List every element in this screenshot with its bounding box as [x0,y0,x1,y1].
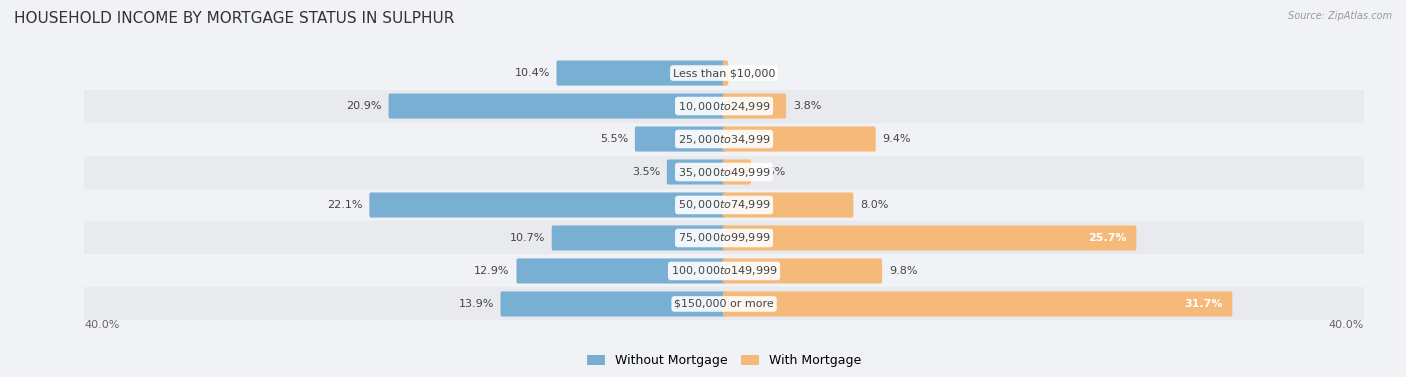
Text: $35,000 to $49,999: $35,000 to $49,999 [678,166,770,178]
Text: $10,000 to $24,999: $10,000 to $24,999 [678,100,770,112]
Text: 10.7%: 10.7% [509,233,546,243]
Text: 3.8%: 3.8% [793,101,821,111]
Text: 1.6%: 1.6% [758,167,786,177]
FancyBboxPatch shape [52,90,1396,123]
FancyBboxPatch shape [52,188,1396,222]
Text: HOUSEHOLD INCOME BY MORTGAGE STATUS IN SULPHUR: HOUSEHOLD INCOME BY MORTGAGE STATUS IN S… [14,11,454,26]
Text: $150,000 or more: $150,000 or more [675,299,773,309]
FancyBboxPatch shape [52,222,1396,254]
FancyBboxPatch shape [52,156,1396,188]
Text: Source: ZipAtlas.com: Source: ZipAtlas.com [1288,11,1392,21]
FancyBboxPatch shape [52,57,1396,90]
Text: $75,000 to $99,999: $75,000 to $99,999 [678,231,770,244]
Text: 5.5%: 5.5% [600,134,628,144]
Text: $50,000 to $74,999: $50,000 to $74,999 [678,199,770,211]
FancyBboxPatch shape [370,193,725,218]
Text: 3.5%: 3.5% [631,167,661,177]
FancyBboxPatch shape [551,225,725,251]
FancyBboxPatch shape [516,259,725,284]
Text: 25.7%: 25.7% [1088,233,1128,243]
Text: 40.0%: 40.0% [84,320,120,331]
FancyBboxPatch shape [723,61,728,86]
FancyBboxPatch shape [388,93,725,119]
Text: 13.9%: 13.9% [458,299,494,309]
Text: 9.4%: 9.4% [883,134,911,144]
FancyBboxPatch shape [723,291,1232,317]
Text: $100,000 to $149,999: $100,000 to $149,999 [671,265,778,277]
Text: Less than $10,000: Less than $10,000 [673,68,775,78]
FancyBboxPatch shape [723,93,786,119]
FancyBboxPatch shape [723,159,751,185]
FancyBboxPatch shape [52,123,1396,156]
FancyBboxPatch shape [723,127,876,152]
Text: 31.7%: 31.7% [1185,299,1223,309]
Legend: Without Mortgage, With Mortgage: Without Mortgage, With Mortgage [582,349,866,372]
FancyBboxPatch shape [501,291,725,317]
FancyBboxPatch shape [723,225,1136,251]
Text: 20.9%: 20.9% [346,101,382,111]
FancyBboxPatch shape [723,259,882,284]
Text: 9.8%: 9.8% [889,266,917,276]
Text: 12.9%: 12.9% [474,266,510,276]
FancyBboxPatch shape [723,193,853,218]
Text: 22.1%: 22.1% [328,200,363,210]
FancyBboxPatch shape [52,254,1396,288]
Text: $25,000 to $34,999: $25,000 to $34,999 [678,133,770,146]
FancyBboxPatch shape [666,159,725,185]
Text: 40.0%: 40.0% [1329,320,1364,331]
Text: 8.0%: 8.0% [860,200,889,210]
FancyBboxPatch shape [52,288,1396,320]
FancyBboxPatch shape [557,61,725,86]
Text: 10.4%: 10.4% [515,68,550,78]
Text: 0.18%: 0.18% [735,68,770,78]
FancyBboxPatch shape [636,127,725,152]
